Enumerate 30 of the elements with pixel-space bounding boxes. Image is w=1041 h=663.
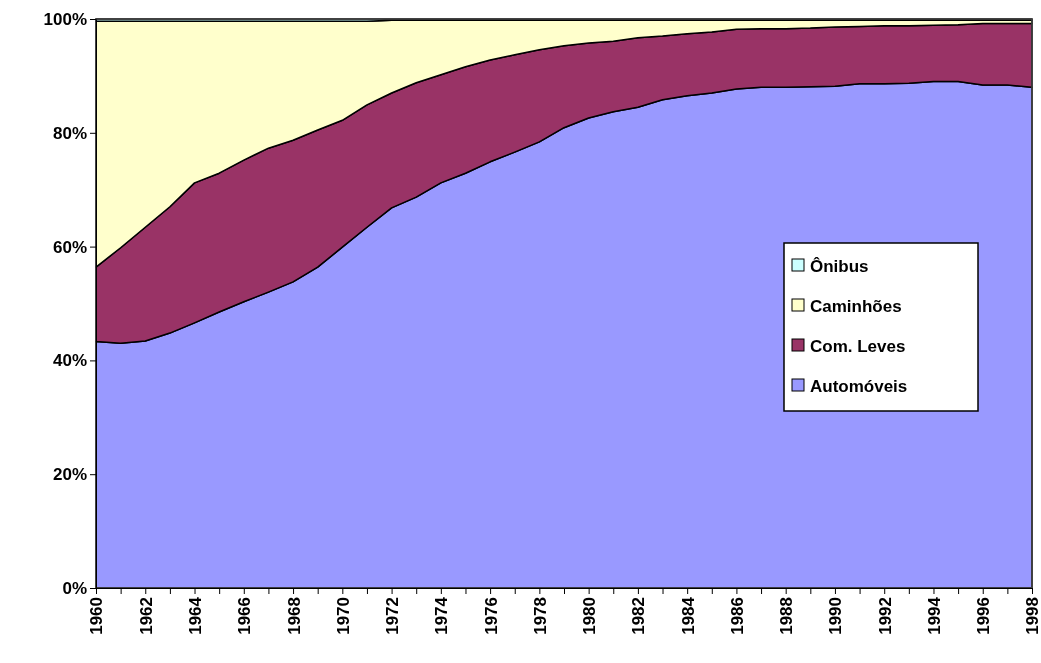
x-tick-label: 1964 (185, 596, 205, 635)
y-tick-label: 40% (52, 351, 87, 371)
y-tick-label: 0% (62, 578, 87, 598)
x-tick-label: 1966 (235, 597, 255, 635)
x-tick-label: 1974 (432, 596, 452, 635)
x-tick-label: 1978 (530, 597, 550, 635)
legend-label: Ônibus (810, 257, 869, 276)
x-tick-label: 1980 (580, 597, 600, 635)
x-tick-label: 1986 (727, 597, 747, 635)
x-tick-label: 1988 (777, 597, 797, 635)
x-tick-label: 1992 (875, 597, 895, 635)
x-tick-label: 1984 (678, 596, 698, 635)
x-tick-label: 1962 (136, 597, 156, 635)
x-tick-label: 1970 (333, 597, 353, 635)
x-tick-label: 1976 (481, 597, 501, 635)
x-tick-label: 1994 (924, 596, 944, 635)
x-tick-label: 1960 (87, 597, 107, 635)
legend-label: Caminhões (810, 297, 902, 316)
y-tick-label: 100% (43, 9, 87, 29)
x-tick-label: 1996 (974, 597, 994, 635)
x-tick-label: 1968 (284, 597, 304, 635)
x-tick-label: 1982 (629, 597, 649, 635)
x-tick-label: 1990 (826, 597, 846, 635)
legend-label: Automóveis (810, 377, 908, 396)
y-tick-label: 80% (52, 123, 87, 143)
legend-label: Com. Leves (810, 337, 906, 356)
x-tick-label: 1998 (1023, 597, 1041, 635)
y-tick-label: 20% (52, 465, 87, 485)
x-tick-label: 1972 (383, 597, 403, 635)
y-tick-label: 60% (52, 237, 87, 257)
